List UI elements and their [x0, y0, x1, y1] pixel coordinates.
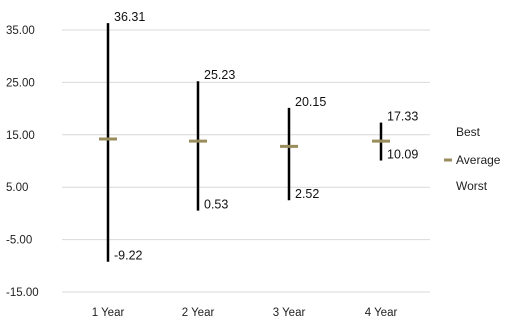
- data-label-best: 25.23: [204, 68, 235, 82]
- x-axis-tick-labels: 1 Year 2 Year 3 Year 4 Year: [92, 307, 398, 319]
- gridlines: [62, 29, 430, 293]
- data-labels: 36.31 -9.22 25.23 0.53 20.15 2.52 17.33 10.09: [114, 10, 418, 263]
- data-label-worst: 0.53: [204, 198, 228, 212]
- data-label-best: 20.15: [295, 95, 326, 109]
- legend: Best Average Worst: [444, 125, 501, 193]
- x-tick-label: 1 Year: [92, 307, 125, 319]
- data-label-best: 36.31: [114, 10, 145, 24]
- y-tick-label: 15.00: [6, 130, 35, 142]
- y-axis-tick-labels: 35.00 25.00 15.00 5.00 -5.00 -15.00: [6, 25, 39, 299]
- data-label-worst: 2.52: [295, 187, 319, 201]
- x-tick-label: 4 Year: [365, 307, 398, 319]
- y-tick-label: 35.00: [6, 25, 35, 37]
- data-label-best: 17.33: [387, 110, 418, 124]
- y-tick-label: -15.00: [6, 287, 39, 299]
- range-marks: [99, 23, 390, 262]
- legend-label-worst: Worst: [456, 179, 488, 193]
- legend-label-average: Average: [456, 153, 501, 167]
- x-tick-label: 3 Year: [273, 307, 306, 319]
- y-tick-label: 25.00: [6, 77, 35, 89]
- data-label-worst: 10.09: [387, 148, 418, 162]
- y-tick-label: -5.00: [6, 235, 32, 247]
- data-label-worst: -9.22: [114, 249, 143, 263]
- y-tick-label: 5.00: [6, 182, 28, 194]
- x-tick-label: 2 Year: [182, 307, 215, 319]
- legend-label-best: Best: [456, 125, 481, 139]
